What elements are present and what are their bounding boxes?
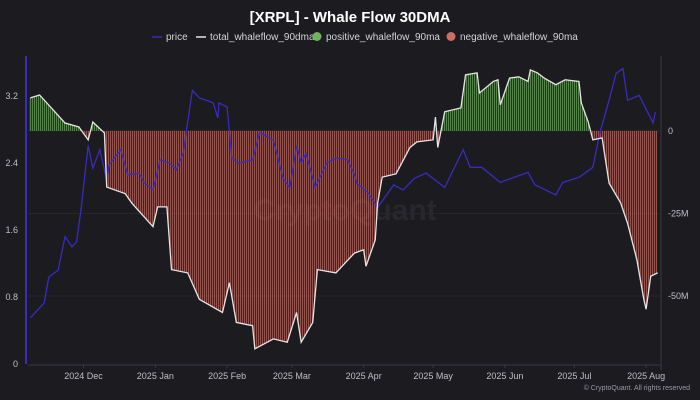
left-tick-label: 3.2 bbox=[5, 91, 18, 101]
x-tick-label: 2025 Jun bbox=[486, 371, 523, 381]
left-tick-label: 2.4 bbox=[5, 158, 18, 168]
legend-label-negative-whaleflow-90ma: negative_whaleflow_90ma bbox=[460, 32, 578, 43]
flow-bars bbox=[29, 70, 657, 349]
legend-dot-icon bbox=[446, 32, 456, 41]
x-tick-label: 2025 Apr bbox=[346, 371, 382, 381]
price-line bbox=[29, 67, 657, 319]
legend-label-total-whaleflow-90dma: total_whaleflow_90dma bbox=[210, 32, 315, 43]
x-tick-label: 2024 Dec bbox=[64, 371, 103, 381]
copyright-footer: © CryptoQuant. All rights reserved bbox=[584, 384, 690, 392]
left-tick-label: 0.8 bbox=[5, 292, 18, 302]
left-tick-label: 1.6 bbox=[5, 225, 18, 235]
legend-dot-icon bbox=[312, 32, 322, 41]
x-tick-label: 2025 Aug bbox=[627, 371, 665, 381]
x-tick-label: 2025 Feb bbox=[208, 371, 246, 381]
axes: 0 -25M -50M 0 0.8 1.6 2.4 3.2 2024 Dec 2025 Jan 20… bbox=[5, 56, 689, 381]
x-tick-label: 2025 Jul bbox=[557, 371, 591, 381]
right-tick-label: -50M bbox=[668, 291, 689, 301]
watermark: CryptoQuant bbox=[253, 194, 436, 227]
x-tick-label: 2025 Mar bbox=[273, 371, 311, 381]
total-whaleflow-line bbox=[30, 68, 658, 350]
series-lines bbox=[29, 67, 658, 350]
x-tick-label: 2025 May bbox=[413, 371, 453, 381]
legend: price total_whaleflow_90dma positive_whale… bbox=[152, 32, 578, 43]
chart-title: [XRPL] - Whale Flow 30DMA bbox=[250, 9, 451, 26]
right-tick-label: 0 bbox=[668, 126, 673, 136]
legend-label-price: price bbox=[166, 32, 188, 43]
right-tick-label: -25M bbox=[668, 208, 689, 218]
legend-label-positive-whaleflow-90ma: positive_whaleflow_90ma bbox=[326, 32, 440, 43]
left-tick-label: 0 bbox=[13, 359, 18, 369]
x-tick-label: 2025 Jan bbox=[137, 371, 174, 381]
